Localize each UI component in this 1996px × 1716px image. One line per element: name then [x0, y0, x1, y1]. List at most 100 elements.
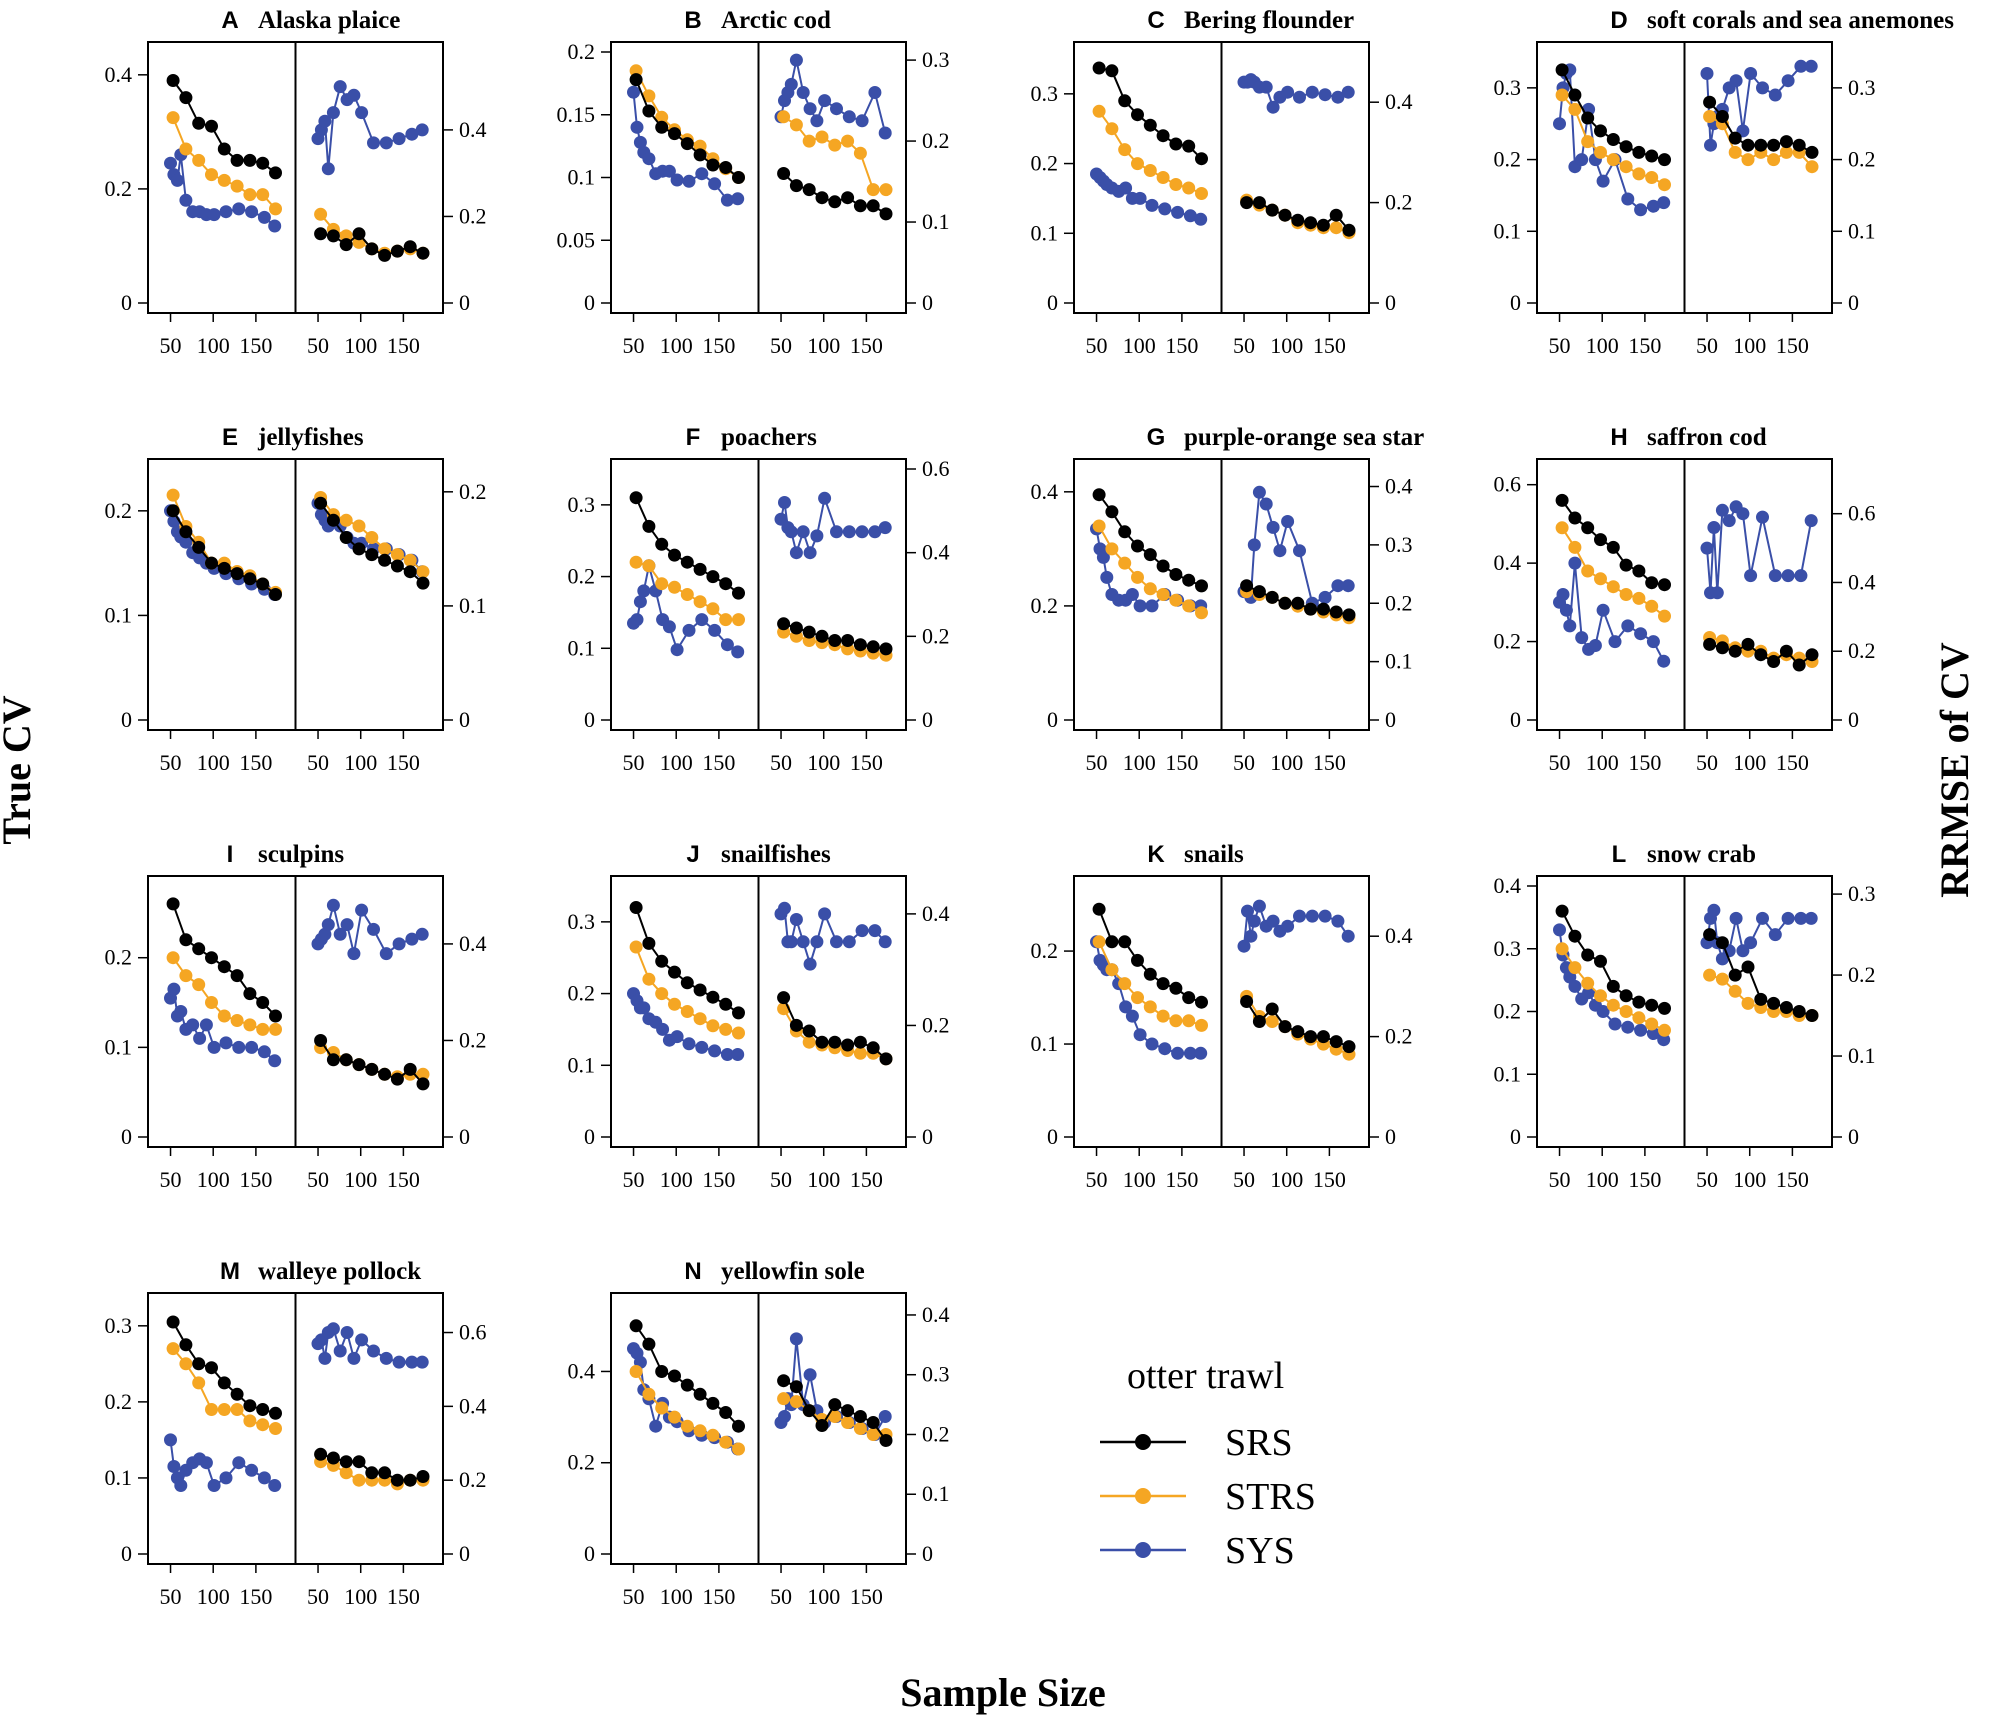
- data-point-rrmse-SYS: [1259, 497, 1273, 511]
- right-tick-label: 0.2: [459, 203, 487, 228]
- data-point-rrmse-SYS: [379, 136, 393, 150]
- data-point-true_cv-SYS: [630, 613, 644, 627]
- data-point-true_cv-SYS: [268, 1054, 282, 1068]
- right-tick-label: 0.2: [1385, 590, 1413, 615]
- data-point-true_cv-SRS: [1568, 929, 1582, 943]
- data-point-rrmse-STRS: [1703, 110, 1717, 123]
- data-point-true_cv-SRS: [1658, 578, 1671, 592]
- data-point-true_cv-SYS: [164, 156, 177, 170]
- right-tick-label: 0.4: [1385, 923, 1413, 948]
- data-point-rrmse-SYS: [1266, 914, 1280, 928]
- x-tick-label: 100: [1123, 333, 1156, 358]
- data-point-true_cv-SRS: [1131, 108, 1144, 122]
- data-point-true_cv-SRS: [642, 936, 656, 950]
- data-point-rrmse-SYS: [1794, 911, 1808, 925]
- x-tick-label: 150: [239, 1167, 272, 1192]
- data-point-true_cv-STRS: [1606, 998, 1620, 1012]
- data-point-true_cv-STRS: [1105, 542, 1119, 556]
- left-tick-label: 0.2: [1031, 938, 1059, 963]
- left-tick-label: 0.2: [105, 945, 133, 970]
- data-point-true_cv-STRS: [642, 89, 656, 103]
- x-tick-label: 150: [239, 1584, 272, 1609]
- data-point-rrmse-SYS: [1331, 914, 1345, 928]
- data-point-true_cv-SRS: [217, 142, 231, 156]
- data-point-rrmse-SYS: [1736, 944, 1750, 958]
- x-tick-label: 50: [1696, 333, 1718, 358]
- x-tick-label: 100: [660, 1584, 693, 1609]
- data-point-true_cv-STRS: [732, 613, 745, 627]
- x-tick-label: 150: [1165, 750, 1198, 775]
- data-point-true_cv-SYS: [245, 205, 259, 219]
- data-point-rrmse-SRS: [1715, 936, 1729, 950]
- x-tick-label: 150: [850, 1167, 883, 1192]
- data-point-true_cv-SRS: [719, 161, 733, 174]
- data-point-rrmse-SYS: [818, 94, 832, 108]
- data-point-rrmse-SRS: [1304, 216, 1318, 230]
- right-tick-label: 0.2: [459, 1467, 487, 1492]
- data-point-rrmse-STRS: [815, 130, 829, 144]
- left-tick-label: 0.1: [1031, 1031, 1059, 1056]
- data-point-true_cv-SRS: [1555, 493, 1569, 507]
- left-tick-label: 0: [584, 290, 595, 315]
- right-tick-label: 0.4: [922, 901, 950, 926]
- x-tick-label: 50: [770, 750, 792, 775]
- data-point-true_cv-SYS: [1575, 631, 1589, 645]
- data-point-rrmse-SRS: [1728, 131, 1742, 145]
- data-point-rrmse-SRS: [841, 634, 855, 647]
- data-point-true_cv-SRS: [680, 137, 694, 151]
- data-point-true_cv-SYS: [1119, 1000, 1133, 1014]
- x-tick-label: 50: [1549, 1167, 1571, 1192]
- data-point-rrmse-STRS: [866, 1428, 880, 1441]
- data-point-true_cv-SYS: [695, 613, 709, 627]
- data-point-rrmse-SRS: [326, 1451, 340, 1465]
- data-point-true_cv-SYS: [164, 1433, 177, 1447]
- data-point-rrmse-SYS: [415, 123, 429, 137]
- x-tick-label: 100: [1586, 750, 1619, 775]
- data-point-true_cv-SRS: [269, 1406, 282, 1420]
- data-point-rrmse-SYS: [868, 924, 882, 938]
- data-point-true_cv-SRS: [217, 1376, 231, 1390]
- data-point-true_cv-SYS: [1621, 619, 1635, 633]
- series-line-true_cv-SRS: [1561, 910, 1665, 1010]
- data-point-rrmse-SRS: [853, 1410, 867, 1423]
- data-point-rrmse-SYS: [326, 898, 340, 912]
- x-tick-label: 100: [660, 333, 693, 358]
- data-point-true_cv-STRS: [629, 555, 643, 569]
- x-tick-label: 100: [807, 1584, 840, 1609]
- right-tick-label: 0.3: [922, 47, 950, 72]
- data-point-rrmse-SYS: [321, 918, 335, 932]
- data-point-true_cv-SYS: [268, 219, 282, 233]
- data-point-rrmse-SRS: [1291, 213, 1305, 227]
- data-point-true_cv-SRS: [642, 104, 656, 118]
- data-point-true_cv-SRS: [1594, 533, 1607, 547]
- x-tick-label: 50: [1233, 333, 1255, 358]
- data-point-true_cv-SYS: [695, 1040, 709, 1054]
- data-point-rrmse-SRS: [1779, 135, 1793, 149]
- x-tick-label: 150: [1776, 1167, 1809, 1192]
- data-point-true_cv-SRS: [668, 127, 681, 141]
- data-point-true_cv-SRS: [192, 942, 206, 956]
- data-point-rrmse-SRS: [365, 1062, 379, 1076]
- data-point-true_cv-STRS: [1182, 1014, 1196, 1028]
- data-point-rrmse-STRS: [777, 1392, 791, 1406]
- x-tick-label: 100: [197, 333, 230, 358]
- data-point-rrmse-SRS: [390, 559, 404, 573]
- data-point-rrmse-SYS: [878, 1410, 892, 1423]
- data-point-rrmse-SRS: [853, 199, 867, 213]
- data-point-rrmse-STRS: [390, 548, 404, 562]
- data-point-rrmse-SYS: [855, 525, 869, 539]
- data-point-true_cv-STRS: [217, 173, 231, 187]
- data-point-true_cv-SYS: [662, 620, 676, 634]
- legend: otter trawl SRS STRS SYS: [1100, 1355, 1316, 1572]
- legend-marker-SRS: [1135, 1434, 1151, 1450]
- data-point-true_cv-SRS: [629, 491, 643, 505]
- x-tick-label: 150: [850, 750, 883, 775]
- data-point-true_cv-SRS: [269, 588, 282, 601]
- panel-C: C Bering flounder 0 0.1 0.2 0.3 0 0.2 0.4 50 100 15…: [1031, 7, 1413, 358]
- data-point-true_cv-SRS: [1645, 998, 1659, 1012]
- x-tick-label: 100: [1270, 1167, 1303, 1192]
- data-point-true_cv-SRS: [693, 983, 707, 997]
- data-point-true_cv-SRS: [1568, 511, 1582, 525]
- data-point-true_cv-SRS: [256, 156, 270, 170]
- data-point-rrmse-SRS: [789, 621, 803, 635]
